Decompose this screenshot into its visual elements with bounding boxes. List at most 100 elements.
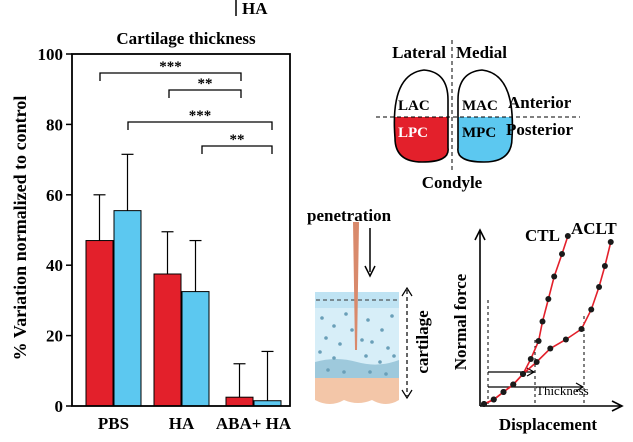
lpc-label: LPC	[398, 125, 428, 141]
significance-bracket	[127, 121, 273, 130]
chondrocyte-dot	[326, 368, 330, 372]
chondrocyte-dot	[378, 360, 382, 364]
posterior-label: Posterior	[506, 120, 573, 139]
significance-stars: **	[230, 132, 245, 148]
bar	[153, 273, 182, 407]
chondrocyte-dot	[366, 318, 370, 322]
y-axis-label: % Variation normalized to control	[10, 96, 30, 361]
series-point	[533, 359, 540, 365]
series-point	[527, 356, 534, 362]
penetration-schematic: penetration cartilage	[307, 206, 432, 404]
x-category-label: ABA+ HA	[216, 414, 292, 433]
bars	[85, 210, 282, 407]
series-point	[520, 371, 526, 377]
series-point	[607, 239, 614, 245]
series-label: ACLT	[571, 219, 617, 238]
series-point	[500, 389, 507, 395]
series-point	[551, 273, 558, 280]
lateral-condyle-outline	[393, 69, 449, 163]
series-point	[535, 338, 542, 344]
bar	[85, 240, 114, 407]
chondrocyte-dot	[370, 340, 374, 344]
force-y-label: Normal force	[451, 273, 470, 370]
lateral-label: Lateral	[392, 43, 446, 62]
mpc-label: MPC	[462, 125, 496, 141]
series-point	[596, 284, 603, 290]
chondrocyte-dot	[332, 324, 336, 328]
x-category-label: HA	[169, 414, 195, 433]
chondrocyte-dot	[318, 350, 322, 354]
chondrocyte-dot	[364, 354, 368, 358]
condyle-diagram: Lateral Medial LAC MAC LPC MPC Anterior …	[376, 40, 580, 192]
chondrocyte-dot	[342, 370, 346, 374]
lac-label: LAC	[398, 98, 430, 114]
header-fragment: HA	[242, 0, 268, 18]
significance-bracket	[201, 145, 273, 154]
subchondral-bone	[315, 378, 399, 404]
cartilage-span-arrow-bottom	[401, 389, 413, 400]
penetration-arrow-head	[364, 265, 376, 278]
cartilage-span-arrow-top	[401, 286, 413, 297]
significance-stars: ***	[159, 59, 182, 75]
chondrocyte-dots	[318, 312, 396, 376]
y-axis-ticks: 0 20 40 60 80 100	[38, 45, 72, 416]
force-y-axis-arrow	[474, 228, 486, 241]
significance-bracket	[168, 89, 242, 98]
chondrocyte-dot	[392, 354, 396, 358]
significance-stars: **	[198, 76, 213, 92]
series-line	[483, 241, 612, 405]
series-point	[564, 233, 571, 239]
series-point	[545, 296, 552, 302]
chondrocyte-dot	[320, 316, 324, 320]
error-bars	[93, 153, 274, 401]
bar	[225, 396, 254, 407]
chondrocyte-dot	[380, 328, 384, 332]
force-series-labels: CTL ACLT	[525, 219, 617, 245]
significance-stars: ***	[189, 108, 212, 124]
series-point	[588, 306, 595, 313]
chondrocyte-dot	[344, 312, 348, 316]
series-point	[510, 381, 517, 388]
thickness-markers	[487, 300, 585, 404]
calcified-layer	[315, 359, 399, 382]
bar-chart: Cartilage thickness % Variation normaliz…	[10, 29, 292, 433]
aclt-thickness-arrow-head	[575, 382, 585, 392]
condyle-caption: Condyle	[422, 173, 483, 192]
significance-bracket	[99, 72, 242, 81]
significance-brackets: **********	[99, 59, 273, 154]
series-label: CTL	[525, 226, 560, 245]
series-point	[539, 318, 546, 325]
needle-probe	[353, 222, 359, 350]
series-point	[559, 251, 565, 257]
penetration-label: penetration	[307, 206, 392, 225]
medial-condyle-outline	[457, 69, 514, 163]
mac-label: MAC	[462, 98, 498, 114]
chondrocyte-dot	[390, 314, 394, 318]
plot-frame	[71, 53, 291, 407]
force-x-axis-arrow	[611, 400, 624, 412]
y-tick-label: 40	[46, 256, 63, 275]
force-series-lines	[483, 235, 612, 405]
chondrocyte-dot	[368, 370, 372, 374]
chondrocyte-dot	[384, 372, 388, 376]
series-point	[562, 336, 569, 343]
thickness-annotation: Thickness	[536, 383, 589, 398]
cartilage-label: cartilage	[413, 310, 432, 374]
force-displacement-chart: Normal force Displacement CTL ACLT Thickn…	[451, 219, 624, 434]
y-tick-label: 80	[46, 115, 63, 134]
medial-label: Medial	[456, 43, 507, 62]
series-point	[578, 326, 585, 332]
y-tick-label: 100	[38, 45, 64, 64]
bar	[113, 210, 142, 407]
chondrocyte-dot	[324, 336, 328, 340]
chondrocyte-dot	[350, 328, 354, 332]
series-point	[481, 401, 487, 407]
chondrocyte-dot	[332, 356, 336, 360]
y-tick-label: 60	[46, 186, 63, 205]
series-point	[490, 396, 497, 403]
series-line	[483, 235, 569, 405]
series-point	[601, 263, 608, 269]
y-tick-label: 0	[55, 397, 64, 416]
lpc-region	[394, 117, 449, 162]
